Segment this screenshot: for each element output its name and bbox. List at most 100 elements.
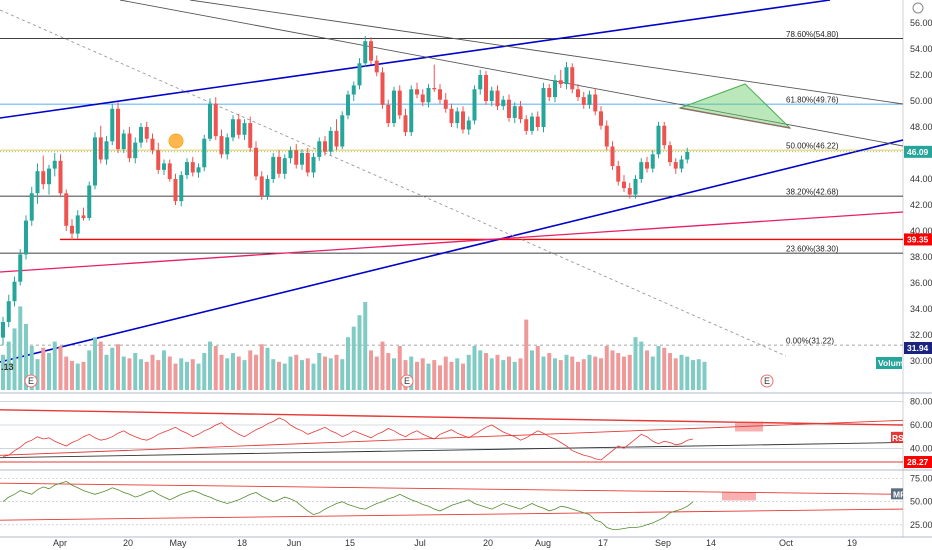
lower-channel-trendline[interactable] <box>0 139 904 363</box>
volume-bar <box>535 346 540 390</box>
candle-body <box>449 108 454 124</box>
candle-body <box>328 130 333 152</box>
volume-bar <box>702 361 707 390</box>
fib-level-label: 23.60%(38.30) <box>786 245 839 254</box>
price-axis-tick: 50.00 <box>910 96 932 106</box>
descending-trendline-1[interactable] <box>119 0 904 147</box>
candle-body <box>271 156 276 179</box>
volume-bar <box>369 350 373 390</box>
price-axis-tick: 34.00 <box>910 304 932 314</box>
volume-bar <box>662 347 667 390</box>
candle-body <box>259 176 264 196</box>
volume-bar <box>116 344 120 390</box>
candle-body <box>277 156 281 174</box>
candle-body <box>52 160 57 169</box>
candle-body <box>639 162 644 179</box>
volume-bar <box>553 358 557 390</box>
volume-bar <box>202 353 207 390</box>
volume-bar <box>300 360 304 390</box>
gear-icon[interactable] <box>912 2 924 14</box>
rsi-rising-trendline[interactable] <box>0 419 904 456</box>
volume-bar <box>179 358 184 390</box>
volume-bar <box>121 356 126 390</box>
volume-bar <box>357 315 362 390</box>
volume-bar <box>173 363 178 390</box>
volume-bar <box>443 356 448 390</box>
candle-body <box>535 116 540 127</box>
candle-body <box>570 67 575 90</box>
time-axis-tick: 18 <box>237 538 247 548</box>
volume-bar <box>484 353 488 390</box>
volume-bar <box>144 361 149 390</box>
volume-bar <box>650 356 655 390</box>
candle-body <box>248 123 253 148</box>
volume-bar <box>685 356 690 390</box>
earnings-marker[interactable] <box>400 374 414 388</box>
candle-body <box>265 179 270 196</box>
rsi-support-trendline[interactable] <box>0 442 904 459</box>
candle-body <box>466 120 471 130</box>
volume-bar <box>52 341 57 390</box>
candle-body <box>409 89 414 133</box>
candle-body <box>231 119 235 138</box>
candle-body <box>604 125 609 147</box>
candle-body <box>167 163 172 179</box>
candle-body <box>294 150 299 165</box>
candle-body <box>317 141 322 157</box>
candle-body <box>432 88 437 90</box>
candle-body <box>541 88 546 127</box>
fib-level-label: 0.00%(31.22) <box>786 337 834 346</box>
earnings-marker[interactable] <box>24 374 38 388</box>
volume-bar <box>524 319 529 390</box>
candle-body <box>489 90 494 101</box>
candle-body <box>673 162 678 169</box>
volume-bar <box>104 354 109 390</box>
volume-bar <box>225 358 230 390</box>
volume-bar <box>599 358 603 390</box>
upper-channel-trendline[interactable] <box>0 0 831 119</box>
mf-highlight-box[interactable] <box>722 492 756 501</box>
candle-body <box>305 153 310 173</box>
triangle-pattern-drawing[interactable] <box>678 83 792 129</box>
mf-axis-tick: 75.00 <box>910 474 932 484</box>
candle-body <box>685 151 690 160</box>
rsi-upper-trendline[interactable] <box>0 409 904 426</box>
rsi-label-badge <box>891 431 903 443</box>
candle-body <box>599 111 603 126</box>
volume-bar <box>328 358 333 390</box>
candle-body <box>357 63 362 86</box>
volume-bar <box>374 356 379 390</box>
candle-body <box>484 75 488 101</box>
candle-body <box>547 88 552 98</box>
candle-body <box>190 162 195 173</box>
candle-body <box>616 166 621 182</box>
descending-trendline-2[interactable] <box>189 0 904 105</box>
fib-level-label: 38.20%(42.68) <box>786 188 839 197</box>
candle-body <box>225 137 230 155</box>
volume-bar <box>208 341 212 390</box>
candle-body <box>242 123 247 135</box>
mf-lower-trendline[interactable] <box>0 508 904 521</box>
candle-body <box>553 80 557 98</box>
rsi-highlight-box[interactable] <box>735 421 763 432</box>
volume-bar <box>696 359 701 390</box>
candle-body <box>116 108 120 150</box>
candle-body <box>564 67 569 85</box>
volume-bar <box>47 353 51 390</box>
highlight-marker[interactable] <box>168 133 184 149</box>
dashed-fib-trendline[interactable] <box>0 9 787 357</box>
candle-body <box>98 137 103 160</box>
earnings-marker[interactable] <box>760 374 774 388</box>
earnings-marker-label: E <box>404 376 410 386</box>
candle-body <box>495 90 500 107</box>
support-level-badge <box>904 233 932 246</box>
mf-upper-trendline[interactable] <box>0 482 904 495</box>
volume-bar <box>81 361 86 390</box>
volume-bar <box>547 353 552 390</box>
magenta-trendline[interactable] <box>0 211 904 273</box>
rsi-line <box>2 417 694 461</box>
volume-bar <box>472 346 477 390</box>
candle-body <box>213 103 218 137</box>
